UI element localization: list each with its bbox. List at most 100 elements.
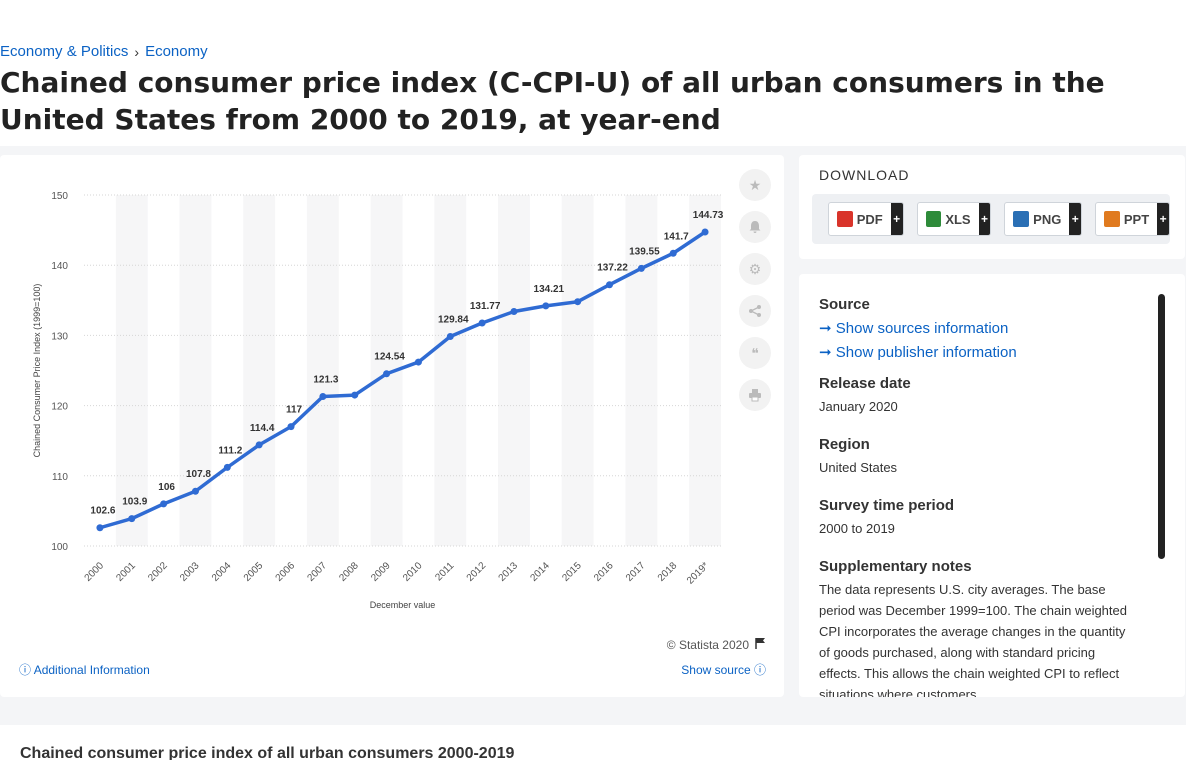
show-publisher-link[interactable]: ➞ Show publisher information bbox=[819, 341, 1137, 365]
data-point bbox=[542, 302, 550, 310]
plus-icon[interactable]: + bbox=[978, 203, 991, 235]
x-tick-label: 2014 bbox=[528, 560, 552, 584]
flag-icon[interactable] bbox=[755, 637, 766, 652]
star-icon[interactable]: ★ bbox=[739, 169, 771, 201]
page-header: Economy & Politics › Economy Chained con… bbox=[0, 36, 1186, 146]
x-tick-label: 2013 bbox=[497, 560, 521, 584]
series-line bbox=[99, 230, 707, 530]
y-tick-label: 110 bbox=[52, 472, 68, 483]
column-band bbox=[689, 195, 721, 546]
x-tick-label: 2005 bbox=[242, 560, 266, 584]
top-bar bbox=[0, 0, 1186, 36]
bottom-section: Chained consumer price index of all urba… bbox=[0, 725, 1186, 760]
quote-icon[interactable]: ❝ bbox=[739, 337, 771, 369]
data-point bbox=[96, 524, 104, 532]
data-point bbox=[287, 423, 295, 431]
breadcrumb-economy-politics[interactable]: Economy & Politics bbox=[0, 43, 129, 60]
data-point bbox=[128, 515, 136, 523]
column-band bbox=[306, 195, 339, 546]
column-band bbox=[498, 195, 530, 546]
xls-file-icon bbox=[925, 211, 942, 227]
download-png-button[interactable]: PNG + bbox=[1004, 202, 1083, 236]
x-tick-label: 2009 bbox=[369, 560, 393, 584]
column-band bbox=[434, 195, 467, 546]
data-point bbox=[383, 370, 391, 378]
y-tick-label: 120 bbox=[51, 402, 68, 413]
additional-information-link[interactable]: ⓘ Additional Information bbox=[19, 661, 150, 678]
download-card: DOWNLOAD PDF + XLS + PNG + PPT + bbox=[799, 155, 1185, 259]
ppt-file-icon bbox=[1104, 211, 1120, 227]
data-label: 131.77 bbox=[470, 301, 501, 312]
x-tick-label: 2012 bbox=[465, 560, 489, 584]
x-tick-label: 2007 bbox=[305, 560, 329, 584]
data-point bbox=[637, 264, 645, 272]
plus-icon[interactable]: + bbox=[890, 203, 903, 235]
plus-icon[interactable]: + bbox=[1157, 203, 1169, 235]
download-pdf-button[interactable]: PDF + bbox=[828, 202, 904, 236]
x-tick-label: 2010 bbox=[401, 560, 425, 584]
y-tick-label: 140 bbox=[51, 261, 68, 272]
line-chart: 100 110 120 130 140 150 2000 2001 2002 2003 2004 20… bbox=[32, 191, 724, 610]
x-tick-label: 2015 bbox=[560, 560, 584, 584]
column-band bbox=[243, 195, 276, 546]
pdf-file-icon bbox=[837, 211, 853, 227]
show-source-label: Show source bbox=[681, 663, 751, 677]
data-label: 106 bbox=[158, 482, 175, 493]
print-icon[interactable] bbox=[739, 379, 771, 411]
release-date-value: January 2020 bbox=[819, 399, 898, 414]
data-label: 114.4 bbox=[250, 423, 275, 434]
download-label: XLS bbox=[945, 211, 971, 227]
survey-period-heading: Survey time period bbox=[819, 497, 955, 514]
source-info-card: Source ➞ Show sources information ➞ Show… bbox=[799, 274, 1185, 697]
plus-icon[interactable]: + bbox=[1069, 203, 1082, 235]
x-tick-label: 2011 bbox=[433, 560, 456, 583]
x-tick-label: 2002 bbox=[146, 560, 170, 584]
gear-icon[interactable]: ⚙ bbox=[739, 253, 771, 285]
data-point bbox=[478, 319, 486, 327]
data-label: 129.84 bbox=[438, 315, 469, 326]
info-icon: ⓘ bbox=[753, 663, 766, 677]
data-point bbox=[510, 308, 518, 316]
info-scrollbar[interactable] bbox=[1158, 294, 1165, 559]
x-tick-label: 2019* bbox=[685, 560, 711, 586]
data-point bbox=[191, 487, 199, 495]
data-label: 102.6 bbox=[90, 506, 115, 517]
download-xls-button[interactable]: XLS + bbox=[916, 202, 992, 236]
data-point bbox=[669, 249, 677, 257]
download-label: PDF bbox=[856, 211, 883, 227]
png-file-icon bbox=[1013, 211, 1030, 227]
show-sources-label: Show sources information bbox=[835, 320, 1009, 337]
bell-icon[interactable] bbox=[739, 211, 771, 243]
data-label: 124.54 bbox=[374, 352, 405, 363]
y-tick-label: 150 bbox=[51, 191, 68, 202]
supplementary-notes-heading: Supplementary notes bbox=[819, 558, 972, 575]
arrow-right-icon: ➞ bbox=[819, 320, 832, 337]
data-label: 139.55 bbox=[629, 246, 660, 257]
x-tick-label: 2000 bbox=[83, 560, 107, 584]
data-point bbox=[319, 392, 327, 400]
x-tick-label: 2003 bbox=[178, 560, 202, 584]
show-sources-link[interactable]: ➞ Show sources information bbox=[819, 317, 1137, 341]
share-icon[interactable] bbox=[739, 295, 771, 327]
chevron-right-icon: › bbox=[134, 43, 140, 60]
chart-toolbar: ★ ⚙ ❝ bbox=[739, 169, 771, 421]
breadcrumb-economy[interactable]: Economy bbox=[145, 43, 208, 60]
section-title: Chained consumer price index of all urba… bbox=[20, 745, 515, 760]
chart-card: 100 110 120 130 140 150 2000 2001 2002 2003 2004 20… bbox=[0, 155, 784, 697]
show-source-link[interactable]: Show source ⓘ bbox=[681, 661, 766, 678]
download-ppt-button[interactable]: PPT + bbox=[1095, 202, 1170, 236]
x-tick-label: 2016 bbox=[592, 560, 616, 584]
data-label: 137.22 bbox=[597, 263, 628, 274]
x-tick-label: 2001 bbox=[114, 560, 138, 584]
data-point bbox=[223, 463, 231, 471]
x-tick-label: 2008 bbox=[337, 560, 361, 584]
page-title: Chained consumer price index (C-CPI-U) o… bbox=[0, 66, 1105, 136]
data-point bbox=[255, 441, 263, 449]
x-tick-label: 2006 bbox=[274, 560, 298, 584]
column-band bbox=[561, 195, 594, 546]
arrow-right-icon: ➞ bbox=[819, 344, 832, 361]
copyright-text: © Statista 2020 bbox=[666, 637, 749, 652]
data-label: 121.3 bbox=[313, 374, 338, 385]
x-tick-label: 2017 bbox=[624, 560, 648, 584]
x-tick-label: 2004 bbox=[210, 560, 234, 584]
